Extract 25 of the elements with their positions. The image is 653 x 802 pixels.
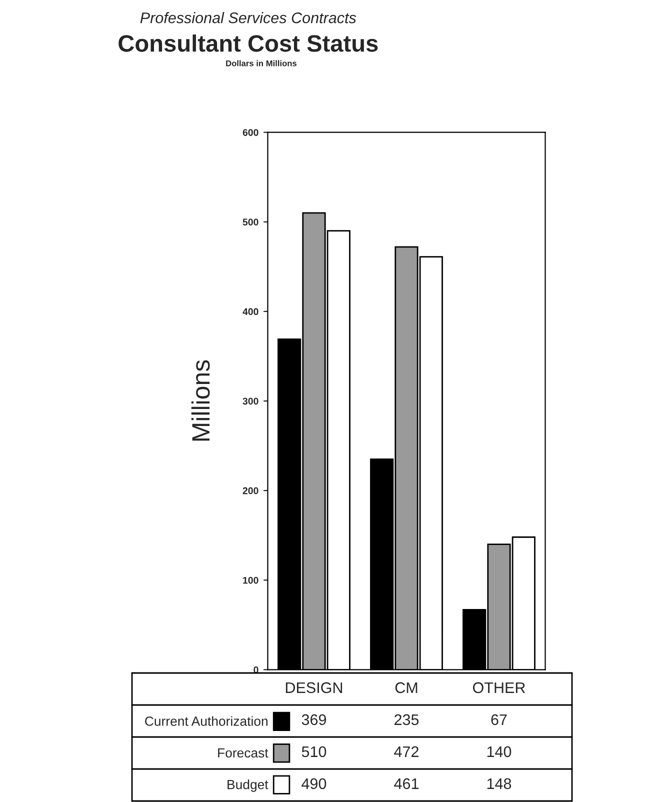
data-label: 490 [302,778,326,790]
legend-label: Budget [228,780,268,792]
y-tick-label: 500 [242,218,258,226]
y-axis-title: Millions [191,360,210,441]
data-label: 461 [394,778,418,790]
x-tick-label: OTHER [472,682,526,694]
y-tick-label: 600 [242,129,258,136]
y-tick-label: 100 [243,576,258,584]
y-tick-label: 400 [242,308,258,316]
data-label: 67 [491,714,507,726]
legend-label: Current Authorization [145,716,268,726]
data-label: 369 [302,714,326,726]
data-label: 510 [302,746,326,758]
x-tick-label: DESIGN [286,682,342,694]
text: Dollars in Millions [226,60,297,66]
data-label: 148 [487,778,512,790]
data-label: 472 [394,746,418,757]
x-tick-label: CM [395,682,418,694]
y-tick-label: 300 [242,398,258,405]
data-label: 140 [487,746,512,758]
legend-label: Forecast [218,748,268,758]
data-label: 235 [394,714,419,726]
chart-title: Consultant Cost Status [118,34,378,52]
chart-subtitle: Professional Services Contracts [140,12,356,24]
y-tick-label: 200 [242,487,258,494]
